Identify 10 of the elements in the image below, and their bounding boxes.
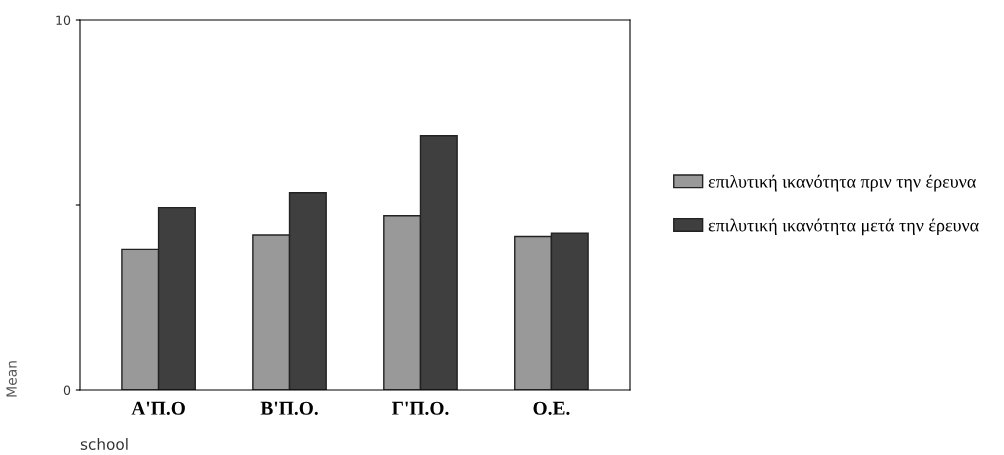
x-tick-label: Γ'Π.Ο.: [391, 401, 449, 415]
x-axis-title: school: [80, 438, 128, 450]
x-tick-label: A'Π.Ο: [131, 401, 185, 415]
x-tick-label: Ο.Ε.: [533, 401, 570, 415]
y-tick-label: 10: [56, 15, 71, 25]
y-tick-label: 0: [63, 385, 71, 395]
y-axis-title: Mean: [6, 361, 17, 397]
legend-label: επιλυτική ικανότητα πριν την έρευνα: [708, 174, 976, 192]
legend-label: επιλυτική ικανότητα μετά την έρευνα: [708, 218, 979, 236]
x-tick-label: B'Π.Ο.: [260, 401, 318, 415]
